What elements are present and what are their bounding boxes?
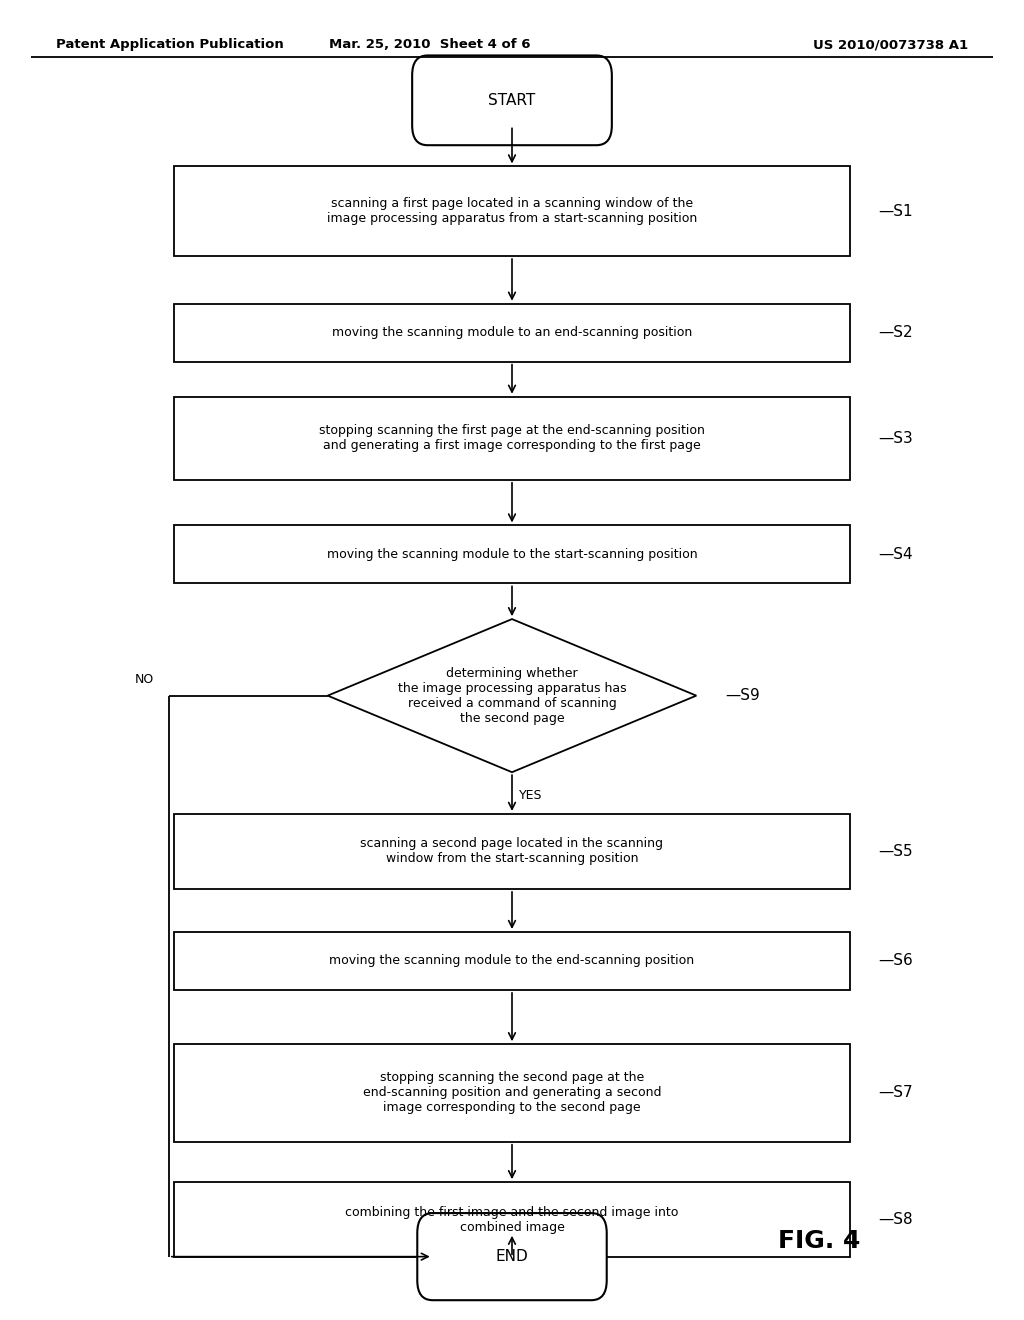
Text: —S1: —S1 xyxy=(879,203,913,219)
Text: —S8: —S8 xyxy=(879,1212,913,1228)
Text: combining the first image and the second image into
combined image: combining the first image and the second… xyxy=(345,1205,679,1234)
FancyBboxPatch shape xyxy=(412,55,611,145)
Text: —S7: —S7 xyxy=(879,1085,913,1101)
Text: END: END xyxy=(496,1249,528,1265)
Text: FIG. 4: FIG. 4 xyxy=(778,1229,860,1253)
FancyBboxPatch shape xyxy=(418,1213,606,1300)
FancyBboxPatch shape xyxy=(174,304,850,362)
Text: —S2: —S2 xyxy=(879,325,913,341)
Polygon shape xyxy=(328,619,696,772)
Text: —S5: —S5 xyxy=(879,843,913,859)
FancyBboxPatch shape xyxy=(174,396,850,479)
Text: scanning a second page located in the scanning
window from the start-scanning po: scanning a second page located in the sc… xyxy=(360,837,664,866)
Text: moving the scanning module to an end-scanning position: moving the scanning module to an end-sca… xyxy=(332,326,692,339)
Text: scanning a first page located in a scanning window of the
image processing appar: scanning a first page located in a scann… xyxy=(327,197,697,226)
FancyBboxPatch shape xyxy=(174,525,850,583)
Text: US 2010/0073738 A1: US 2010/0073738 A1 xyxy=(813,38,968,51)
Text: moving the scanning module to the end-scanning position: moving the scanning module to the end-sc… xyxy=(330,954,694,968)
Text: —S6: —S6 xyxy=(879,953,913,969)
Text: Mar. 25, 2010  Sheet 4 of 6: Mar. 25, 2010 Sheet 4 of 6 xyxy=(330,38,530,51)
Text: Patent Application Publication: Patent Application Publication xyxy=(56,38,284,51)
Text: stopping scanning the second page at the
end-scanning position and generating a : stopping scanning the second page at the… xyxy=(362,1072,662,1114)
FancyBboxPatch shape xyxy=(174,1044,850,1142)
Text: stopping scanning the first page at the end-scanning position
and generating a f: stopping scanning the first page at the … xyxy=(319,424,705,453)
FancyBboxPatch shape xyxy=(174,166,850,256)
FancyBboxPatch shape xyxy=(174,932,850,990)
Text: —S3: —S3 xyxy=(879,430,913,446)
Text: YES: YES xyxy=(519,789,542,803)
Text: —S4: —S4 xyxy=(879,546,913,562)
Text: NO: NO xyxy=(134,673,154,686)
Text: determining whether
the image processing apparatus has
received a command of sca: determining whether the image processing… xyxy=(397,667,627,725)
Text: —S9: —S9 xyxy=(725,688,760,704)
Text: START: START xyxy=(488,92,536,108)
FancyBboxPatch shape xyxy=(174,813,850,890)
FancyBboxPatch shape xyxy=(174,1183,850,1257)
Text: moving the scanning module to the start-scanning position: moving the scanning module to the start-… xyxy=(327,548,697,561)
